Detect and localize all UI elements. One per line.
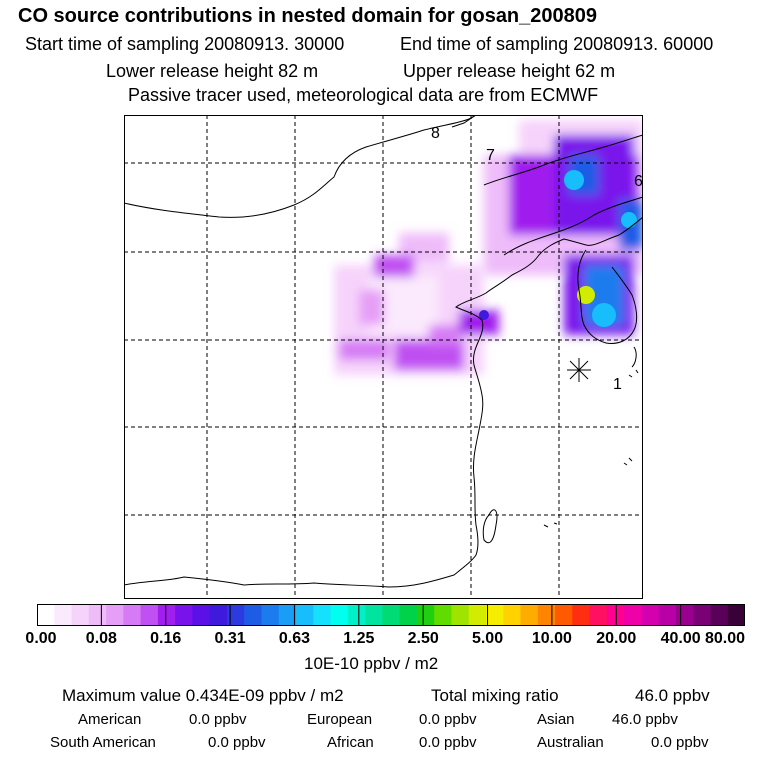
colorbar-cell: [537, 604, 556, 626]
colorbar-cell: [71, 604, 90, 626]
lower-release-height: Lower release height 82 m: [106, 61, 319, 81]
colorbar-tick-label: 20.00: [596, 630, 637, 647]
colorbar-tick-label: 0.08: [85, 630, 117, 647]
total-mixing-value: 46.0 ppbv: [635, 686, 710, 705]
colorbar-cell: [693, 604, 711, 626]
colorbar-cell: [675, 604, 694, 626]
colorbar-cell: [123, 604, 142, 626]
colorbar-cell: [330, 604, 349, 626]
colorbar-cell: [54, 604, 73, 626]
colorbar-cell: [658, 604, 677, 626]
plume-core-northeast: [621, 212, 637, 228]
plume-core-north: [564, 170, 584, 190]
colorbar-tick-label: 5.00: [471, 630, 504, 647]
contour-label-7: 7: [486, 147, 495, 164]
colorbar-cell: [641, 604, 660, 626]
total-mixing-label: Total mixing ratio: [431, 686, 559, 705]
colorbar-cell: [347, 604, 366, 626]
colorbar-cell: [624, 604, 642, 626]
colorbar: [37, 604, 745, 626]
plume-max-cell: [577, 286, 595, 304]
contour-label-6: 6: [634, 173, 643, 190]
colorbar-cell: [106, 604, 124, 626]
colorbar-cell: [710, 604, 729, 626]
max-value: Maximum value 0.434E-09 ppbv / m2: [62, 686, 344, 705]
contour-label-1: 1: [613, 376, 622, 393]
colorbar-cell: [296, 604, 314, 626]
colorbar-tick-label: 0.31: [214, 630, 246, 647]
colorbar-cell: [192, 604, 211, 626]
start-time: Start time of sampling 20080913. 30000: [25, 34, 345, 54]
colorbar-tick-label: 80.00: [704, 630, 746, 647]
colorbar-cell: [209, 604, 228, 626]
colorbar-cell: [485, 604, 504, 626]
colorbar-cell: [606, 604, 625, 626]
colorbar-cell: [399, 604, 418, 626]
colorbar-cell: [226, 604, 245, 626]
region-value: 0.0 ppbv: [419, 734, 477, 751]
region-name: Asian: [537, 711, 575, 728]
colorbar-cell: [382, 604, 401, 626]
region-value: 0.0 ppbv: [651, 734, 709, 751]
region-name: Australian: [537, 734, 604, 751]
colorbar-cell: [589, 604, 608, 626]
colorbar-tick-label: 0.16: [150, 630, 182, 647]
colorbar-tick-label: 0.00: [25, 630, 57, 647]
colorbar-cell: [468, 604, 487, 626]
upper-release-height: Upper release height 62 m: [403, 61, 616, 81]
plot-title: CO source contributions in nested domain…: [18, 5, 598, 27]
colorbar-cell: [503, 604, 522, 626]
colorbar-cell: [416, 604, 435, 626]
contour-label-8: 8: [431, 125, 440, 142]
colorbar-cell: [434, 604, 452, 626]
colorbar-cell: [140, 604, 159, 626]
colorbar-tick-label: 40.00: [660, 630, 701, 647]
colorbar-cell: [555, 604, 573, 626]
region-name: South American: [50, 734, 156, 751]
region-value: 46.0 ppbv: [612, 711, 678, 728]
colorbar-tick-label: 2.50: [407, 630, 439, 647]
colorbar-cell: [520, 604, 539, 626]
colorbar-cell: [278, 604, 297, 626]
region-value: 0.0 ppbv: [208, 734, 266, 751]
plume-core-west: [479, 310, 489, 320]
colorbar-cell: [261, 604, 280, 626]
region-value: 0.0 ppbv: [419, 711, 477, 728]
colorbar-cell: [313, 604, 332, 626]
colorbar-cell: [157, 604, 176, 626]
coastlines: [124, 115, 643, 588]
source-contribution-map: 8 7 6 1: [124, 115, 643, 599]
tracer-note: Passive tracer used, meteorological data…: [128, 85, 599, 105]
end-time: End time of sampling 20080913. 60000: [400, 34, 714, 54]
plume-west: [334, 233, 499, 375]
receptor-marker: [567, 358, 591, 382]
colorbar-cell: [88, 604, 107, 626]
region-name: European: [307, 711, 373, 728]
colorbar-cell: [37, 604, 55, 626]
colorbar-cell: [365, 604, 383, 626]
colorbar-cell: [451, 604, 470, 626]
colorbar-cell: [727, 604, 745, 626]
map-frame: [124, 115, 643, 599]
colorbar-tick-label: 10.00: [531, 630, 572, 647]
colorbar-cell: [572, 604, 591, 626]
colorbar-tick-label: 1.25: [343, 630, 375, 647]
plume-core-korea: [592, 303, 616, 327]
colorbar-tick-label: 0.63: [278, 630, 311, 647]
colorbar-cell: [244, 604, 262, 626]
region-name: American: [78, 711, 142, 728]
colorbar-units: 10E-10 ppbv / m2: [304, 654, 439, 673]
graticule: [124, 115, 643, 599]
region-value: 0.0 ppbv: [189, 711, 247, 728]
colorbar-cell: [175, 604, 193, 626]
region-name: African: [327, 734, 374, 751]
